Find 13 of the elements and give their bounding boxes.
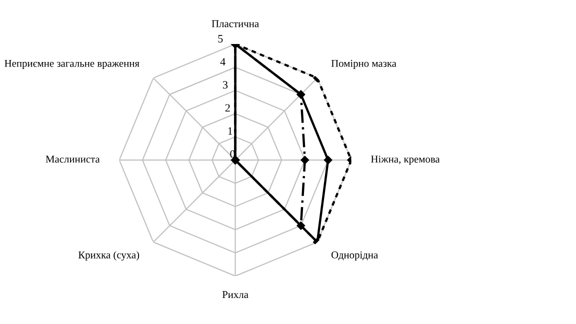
- y-tick-label: 5: [218, 35, 223, 42]
- spoke-label: Однорідна: [331, 251, 378, 261]
- y-tick-label: 1: [228, 127, 232, 135]
- spoke-label: Помірно мазка: [331, 60, 396, 70]
- spoke-label: Пластична: [212, 20, 259, 28]
- y-tick-label: 4: [220, 58, 226, 66]
- spoke-label: Маслиниста: [46, 156, 100, 163]
- spoke-label: Неприємне загальне враження: [4, 60, 140, 70]
- y-tick-label: 2: [225, 104, 230, 112]
- y-tick-label: 3: [222, 81, 228, 89]
- spoke-label: Ніжна, кремова: [371, 156, 440, 165]
- spoke-label: Крихка (суха): [78, 251, 140, 261]
- spoke-label: Рихла: [222, 291, 248, 298]
